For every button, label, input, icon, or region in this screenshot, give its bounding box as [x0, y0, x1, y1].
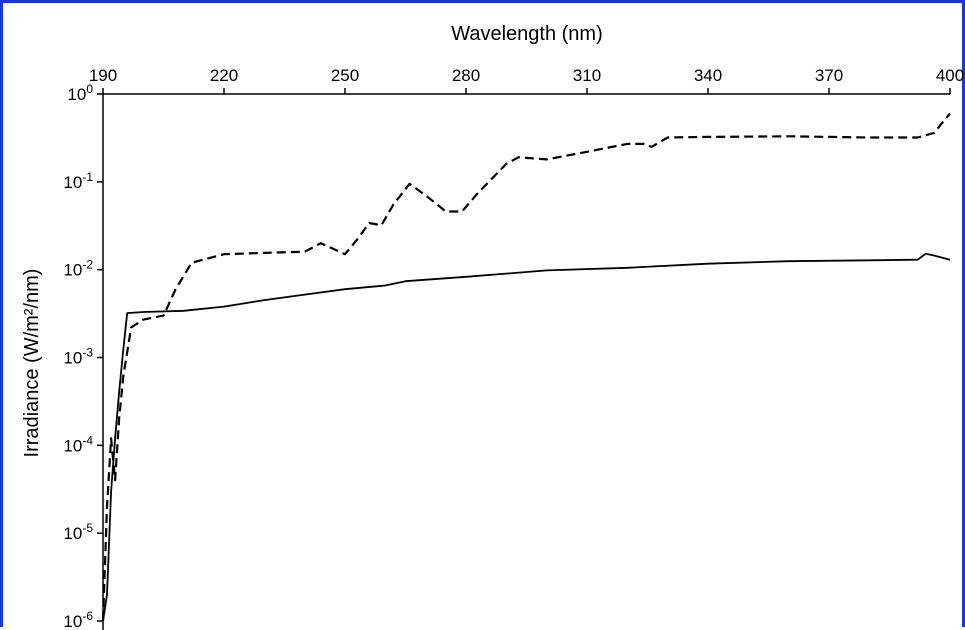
- solid-series-line: [102, 252, 951, 622]
- y-tick-label: 10-6: [63, 609, 93, 630]
- y-axis-title: Irradiance (W/m²/nm): [21, 269, 43, 458]
- y-tick-label: 10-3: [63, 346, 93, 368]
- y-tick-label: 10-2: [63, 258, 93, 280]
- x-tick-label: 400: [936, 66, 964, 85]
- x-axis-title: Wavelength (nm): [451, 23, 603, 45]
- y-tick-label: 10-4: [63, 433, 93, 455]
- y-tick-label: 100: [67, 82, 93, 104]
- y-ticks: 100 10-1 10-2 10-3 10-4 10-5 10-6: [63, 82, 103, 630]
- y-tick-label: 10-1: [63, 170, 93, 192]
- y-tick-label: 10-5: [63, 521, 93, 543]
- x-tick-label: 280: [452, 66, 480, 85]
- series-layer: [101, 112, 951, 622]
- x-tick-label: 310: [573, 66, 601, 85]
- x-tick-label: 370: [815, 66, 843, 85]
- dashed-series-line: [101, 112, 951, 622]
- axes: [102, 93, 950, 630]
- x-tick-label: 190: [89, 66, 117, 85]
- x-ticks: 190 220 250 280 310 340 370 400: [89, 66, 964, 94]
- x-tick-label: 340: [694, 66, 722, 85]
- x-tick-label: 250: [331, 66, 359, 85]
- irradiance-chart: 190 220 250 280 310 340 370 400 100 10-1 10-2 10-3…: [21, 23, 964, 630]
- x-tick-label: 220: [210, 66, 238, 85]
